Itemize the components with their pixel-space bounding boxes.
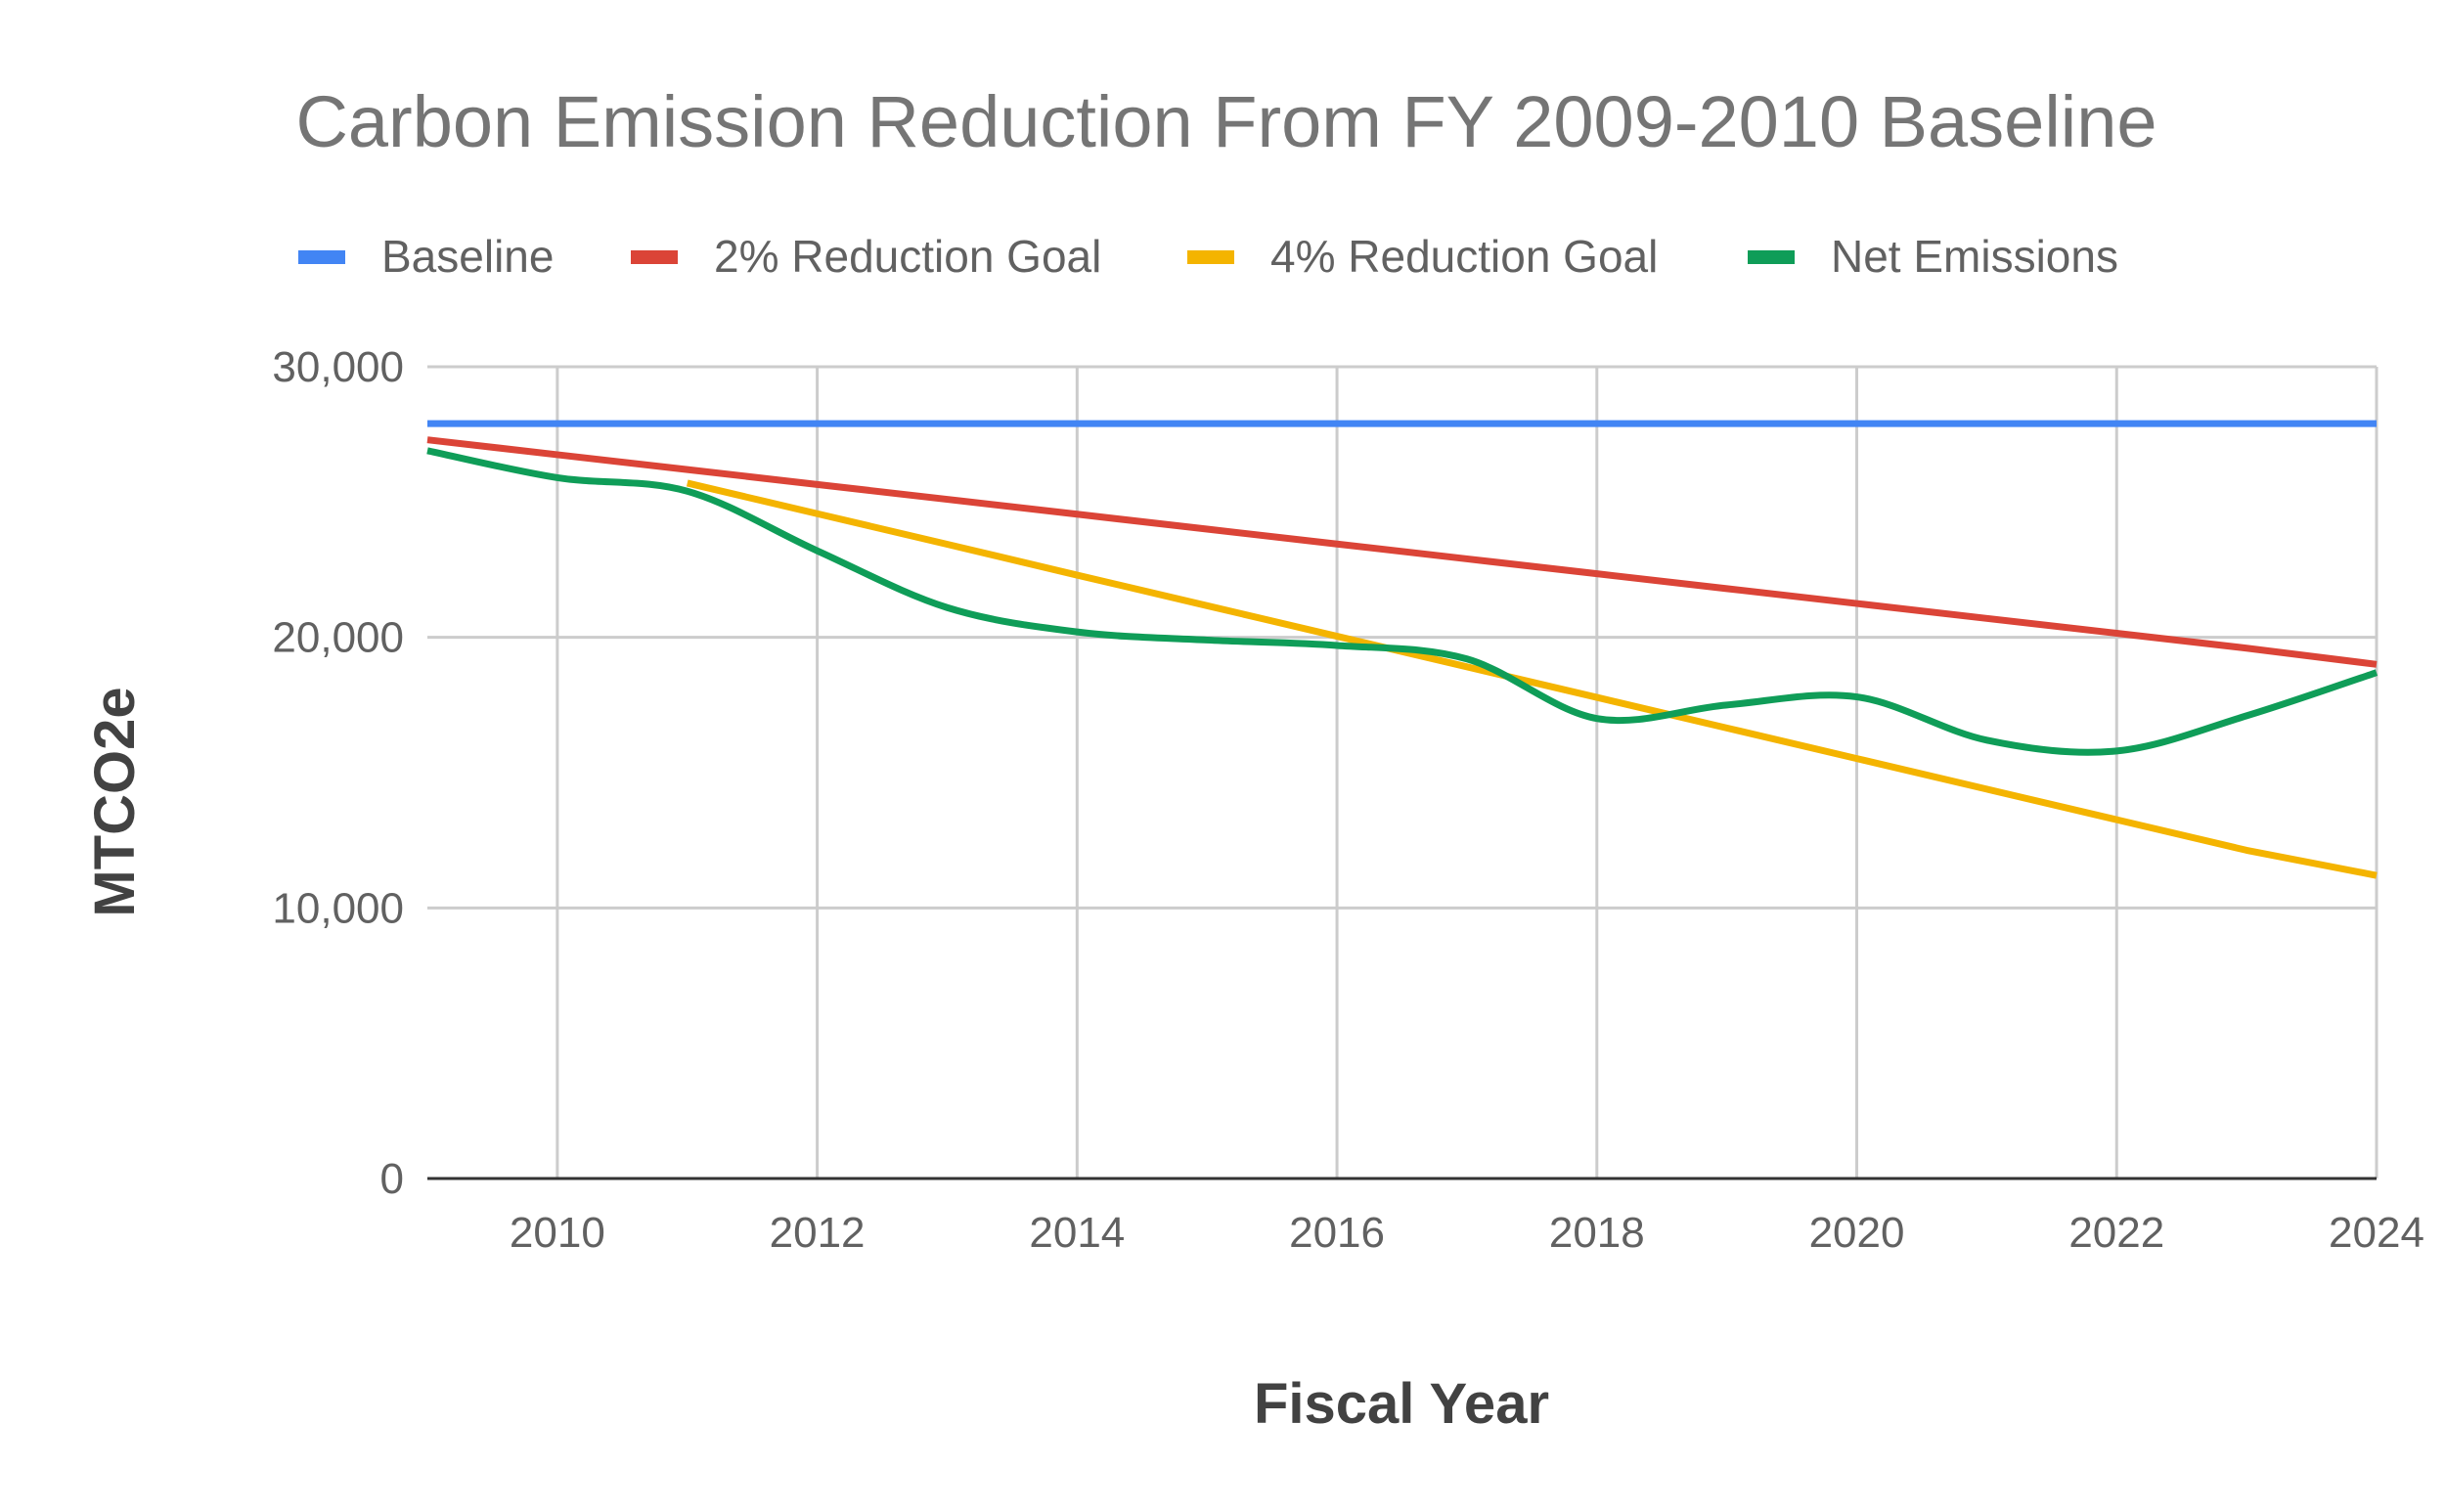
legend-label-baseline: Baseline bbox=[381, 231, 554, 282]
grid bbox=[427, 365, 2378, 1180]
x-tick-label: 2012 bbox=[770, 1209, 866, 1257]
series-line-2pct-reduction-goal bbox=[426, 436, 2378, 668]
x-tick-label: 2014 bbox=[1029, 1209, 1125, 1257]
legend-swatch-4pct-reduction-goal bbox=[1187, 250, 1234, 264]
legend-label-net-emissions: Net Emissions bbox=[1831, 231, 2118, 282]
series-line-net-emissions bbox=[426, 447, 2378, 756]
x-tick-label: 2018 bbox=[1549, 1209, 1645, 1257]
legend-swatch-2pct-reduction-goal bbox=[631, 250, 678, 264]
x-axis-title: Fiscal Year bbox=[1254, 1372, 1549, 1436]
chart-title: Carbon Emission Reduction From FY 2009-2… bbox=[295, 81, 2156, 162]
x-axis-ticks: 2010 2012 2014 2016 2018 2020 2022 2024 bbox=[510, 1209, 2424, 1257]
x-tick-label: 2024 bbox=[2329, 1209, 2424, 1257]
legend: Baseline 2% Reduction Goal 4% Reduction Go… bbox=[298, 231, 2118, 282]
y-tick-label: 20,000 bbox=[272, 614, 404, 662]
y-tick-label: 10,000 bbox=[272, 884, 404, 932]
y-tick-label: 0 bbox=[380, 1155, 404, 1203]
x-tick-label: 2010 bbox=[510, 1209, 605, 1257]
y-axis-ticks: 0 10,000 20,000 30,000 bbox=[272, 343, 404, 1203]
y-tick-label: 30,000 bbox=[272, 343, 404, 391]
x-tick-label: 2020 bbox=[1809, 1209, 1905, 1257]
legend-label-2pct-reduction-goal: 2% Reduction Goal bbox=[714, 231, 1101, 282]
x-tick-label: 2016 bbox=[1289, 1209, 1385, 1257]
series-layer bbox=[426, 420, 2378, 879]
x-tick-label: 2022 bbox=[2068, 1209, 2164, 1257]
y-axis-title: MTCO2e bbox=[83, 687, 147, 916]
legend-swatch-net-emissions bbox=[1748, 250, 1795, 264]
legend-label-4pct-reduction-goal: 4% Reduction Goal bbox=[1270, 231, 1658, 282]
series-line-4pct-reduction-goal bbox=[686, 479, 2378, 879]
legend-swatch-baseline bbox=[298, 250, 345, 264]
